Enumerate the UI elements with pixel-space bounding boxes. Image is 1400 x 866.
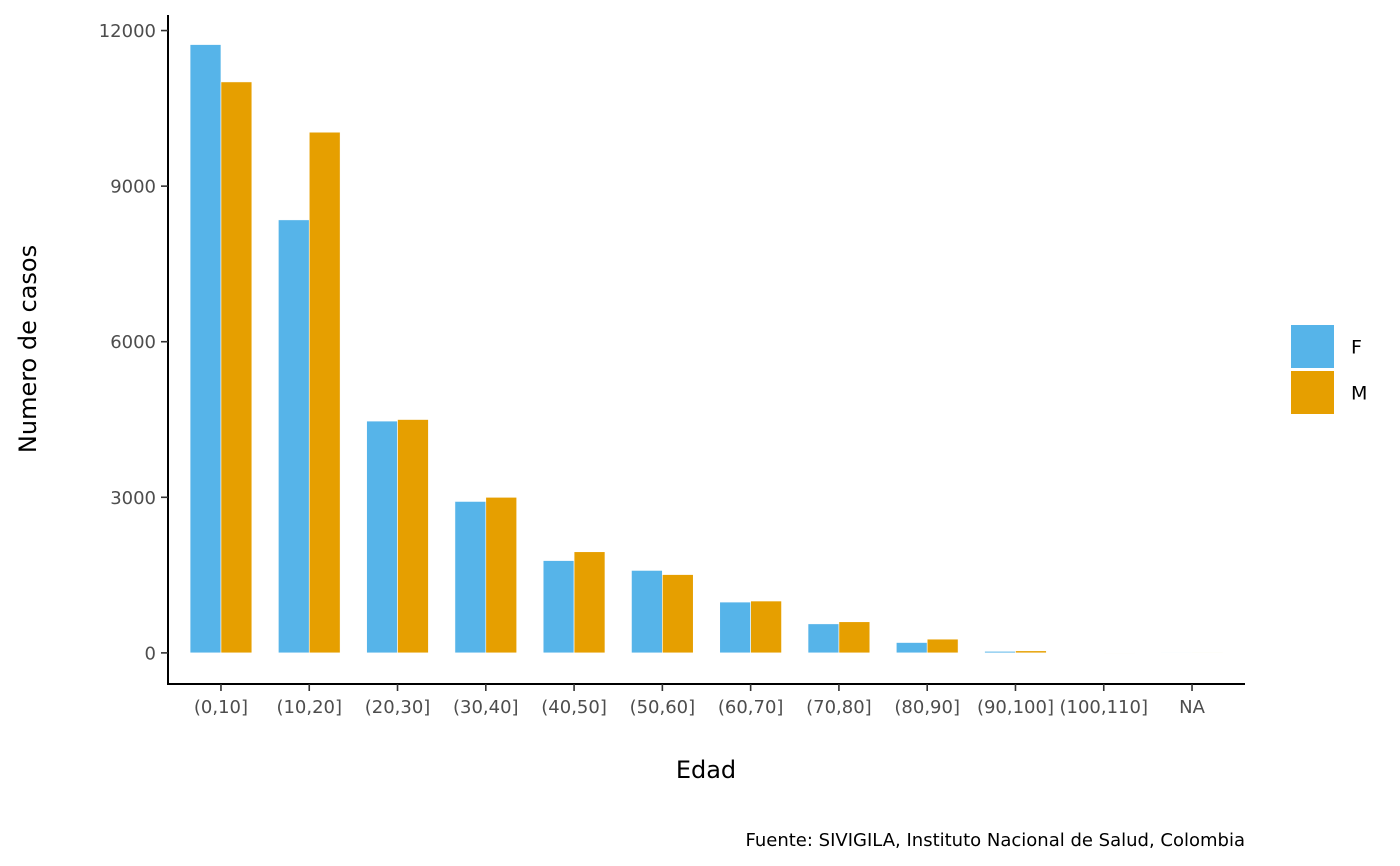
x-axis-ticks: (0,10] (10,20] (20,30] (30,40] (40,50] (50,60… xyxy=(194,684,1206,718)
x-tick-label: (40,50] xyxy=(541,697,607,718)
y-axis-title: Numero de casos xyxy=(14,245,42,453)
legend-key-F xyxy=(1291,325,1334,368)
bar-F-3 xyxy=(454,501,487,654)
y-tick-label: 12000 xyxy=(99,21,156,42)
legend-label-M: M xyxy=(1351,383,1367,405)
x-tick-label: (10,20] xyxy=(276,697,342,718)
bar-M-2 xyxy=(397,419,429,654)
bar-F-0 xyxy=(189,44,222,654)
bar-F-4 xyxy=(542,560,575,654)
bar-M-6 xyxy=(750,600,782,654)
x-tick-label: (60,70] xyxy=(718,697,784,718)
bar-M-10 xyxy=(1103,652,1135,654)
caption: Fuente: SIVIGILA, Instituto Nacional de … xyxy=(745,830,1245,851)
bar-F-1 xyxy=(278,219,310,654)
bar-M-8 xyxy=(926,638,959,654)
bar-M-4 xyxy=(573,551,606,654)
legend-key-M xyxy=(1291,371,1334,414)
bar-F-10 xyxy=(1072,652,1105,654)
bar-M-5 xyxy=(662,574,694,654)
x-tick-label: (50,60] xyxy=(630,697,696,718)
x-tick-label: (80,90] xyxy=(894,697,960,718)
bar-F-5 xyxy=(631,570,663,654)
x-tick-label: NA xyxy=(1179,697,1205,718)
bar-M-3 xyxy=(485,496,517,654)
x-tick-label: (20,30] xyxy=(365,697,431,718)
bar-F-11 xyxy=(1160,652,1193,654)
bar-F-2 xyxy=(366,420,398,654)
y-axis-ticks: 0 3000 6000 9000 12000 xyxy=(99,21,168,664)
bar-F-9 xyxy=(984,651,1016,654)
x-tick-label: (70,80] xyxy=(806,697,872,718)
bar-F-8 xyxy=(895,642,928,654)
bar-F-6 xyxy=(719,601,751,654)
y-tick-label: 3000 xyxy=(110,488,156,509)
bar-F-7 xyxy=(807,623,840,654)
legend: FM xyxy=(1291,325,1367,414)
x-tick-label: (30,40] xyxy=(453,697,519,718)
legend-label-F: F xyxy=(1351,337,1362,359)
x-tick-label: (0,10] xyxy=(194,697,248,718)
bar-M-7 xyxy=(838,621,871,654)
bar-M-1 xyxy=(308,131,341,654)
y-tick-label: 9000 xyxy=(110,177,156,198)
x-tick-label: (100,110] xyxy=(1060,697,1148,718)
y-tick-label: 0 xyxy=(145,643,156,664)
bars-layer xyxy=(189,44,1224,654)
bar-M-0 xyxy=(220,81,253,654)
bar-M-11 xyxy=(1191,652,1224,654)
y-tick-label: 6000 xyxy=(110,332,156,353)
x-tick-label: (90,100] xyxy=(977,697,1054,718)
bar-M-9 xyxy=(1015,650,1047,654)
x-axis-title: Edad xyxy=(676,756,736,784)
